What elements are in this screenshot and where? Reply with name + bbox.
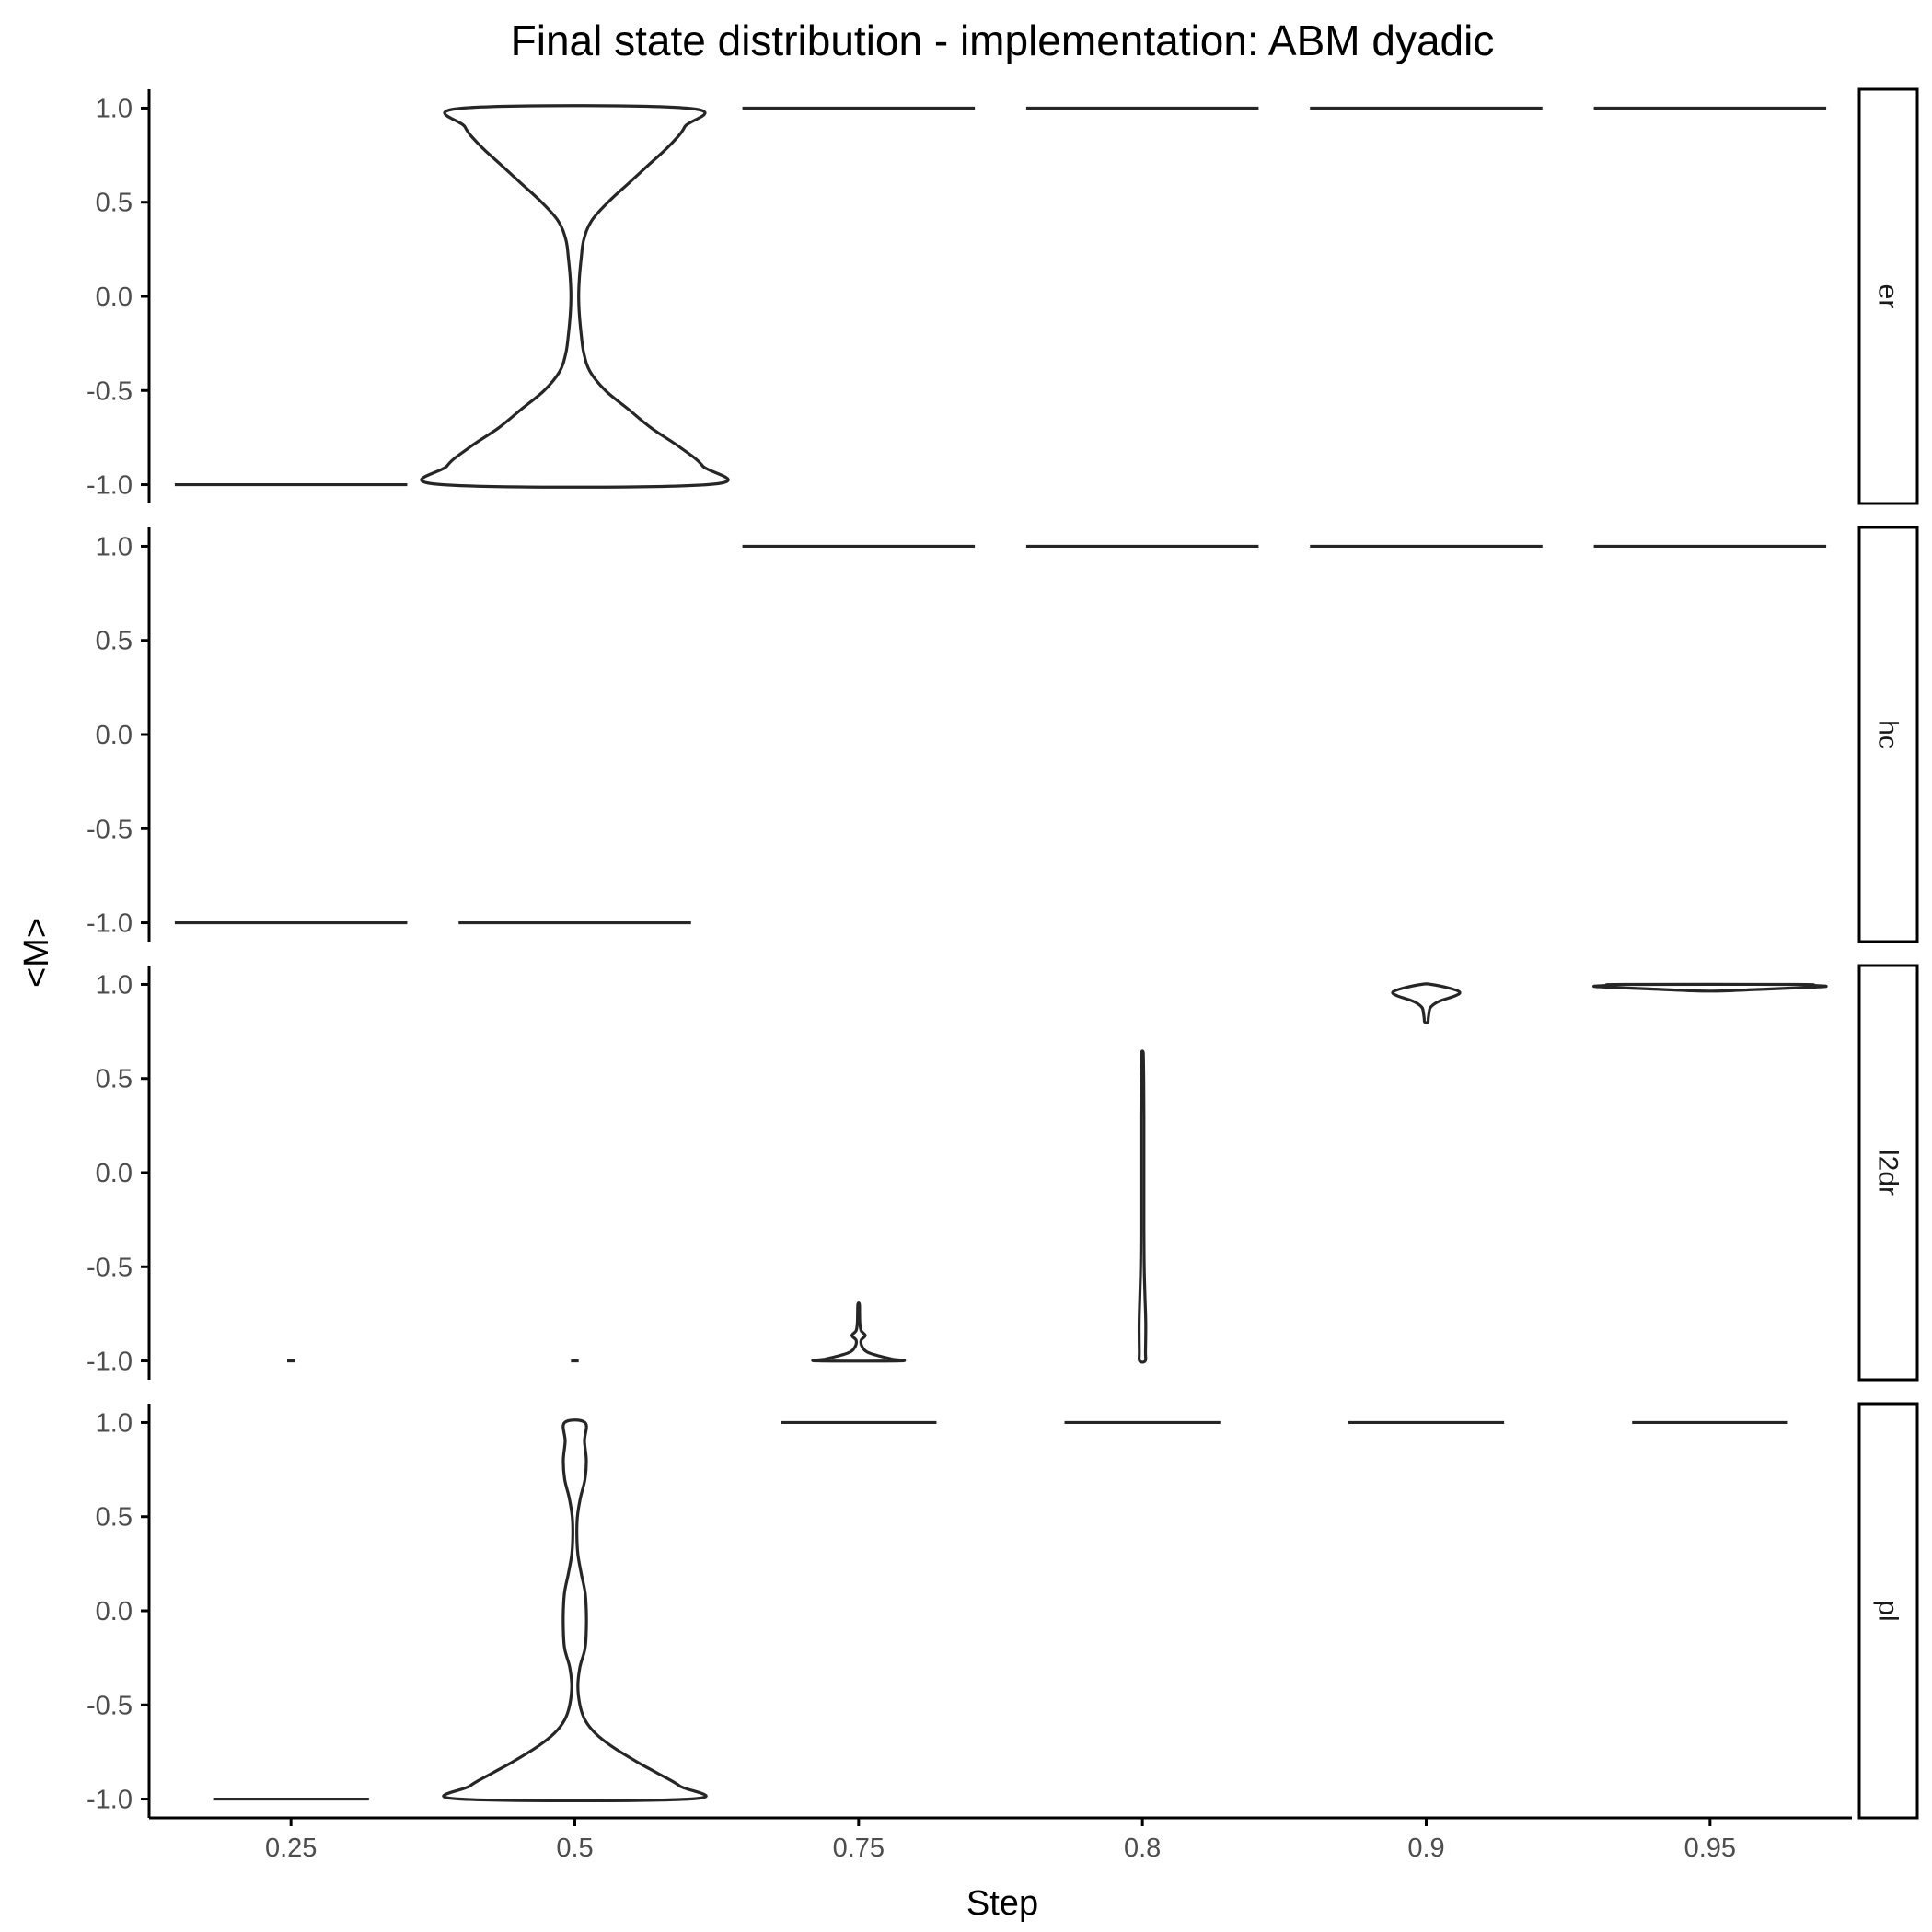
chart-title: Final state distribution - implementatio… bbox=[511, 17, 1495, 64]
y-tick-label: 0.5 bbox=[96, 627, 133, 656]
y-tick-label: 1.0 bbox=[96, 94, 133, 123]
y-tick-label: 0.5 bbox=[96, 189, 133, 218]
violin-l2dr-0.95 bbox=[1592, 982, 1828, 993]
violin-er-0.5 bbox=[420, 104, 730, 489]
facet-panels: 1.00.50.0-0.5-1.0er1.00.50.0-0.5-1.0hc1.… bbox=[87, 87, 1919, 1820]
x-tick-label: 0.5 bbox=[556, 1834, 593, 1863]
violin-l2dr-0.9 bbox=[1391, 982, 1462, 1024]
facet-label: er bbox=[1873, 284, 1903, 309]
facet-strip-l2dr bbox=[1857, 964, 1919, 1382]
x-tick-label: 0.75 bbox=[833, 1834, 885, 1863]
violin-l2dr-0.75 bbox=[811, 1301, 907, 1363]
y-tick-label: 0.0 bbox=[96, 721, 133, 750]
x-axis-title: Step bbox=[966, 1884, 1038, 1923]
x-axis: 0.25 0.5 0.75 0.8 0.9 0.95 bbox=[149, 1816, 1852, 1863]
y-tick-label: -0.5 bbox=[87, 1253, 133, 1282]
facet-strip-er bbox=[1857, 87, 1919, 505]
y-axis-title: <M> bbox=[17, 918, 56, 988]
panel-l2dr: 1.0 0.5 0.0 -0.5 -1.0 l2dr bbox=[87, 964, 1919, 1382]
x-tick-label: 0.25 bbox=[265, 1834, 317, 1863]
panel-hc: 1.0 0.5 0.0 -0.5 -1.0 hc bbox=[87, 526, 1919, 943]
facet-label: hc bbox=[1873, 720, 1903, 749]
facet-label: pl bbox=[1873, 1600, 1903, 1621]
y-tick-label: 0.0 bbox=[96, 1159, 133, 1188]
y-tick-label: 1.0 bbox=[96, 1408, 133, 1438]
y-tick-label: 0.0 bbox=[96, 283, 133, 312]
facet-label: l2dr bbox=[1873, 1150, 1903, 1196]
facet-strip-pl bbox=[1857, 1402, 1919, 1820]
violin-pl-0.5 bbox=[442, 1418, 708, 1803]
y-tick-label: -1.0 bbox=[87, 1348, 133, 1377]
y-tick-label: 1.0 bbox=[96, 532, 133, 561]
y-tick-label: -1.0 bbox=[87, 471, 133, 501]
y-tick-label: -0.5 bbox=[87, 376, 133, 406]
y-tick-label: -1.0 bbox=[87, 909, 133, 939]
y-tick-label: -0.5 bbox=[87, 815, 133, 844]
y-tick-label: 0.5 bbox=[96, 1065, 133, 1094]
facet-strip-hc bbox=[1857, 526, 1919, 943]
x-tick-label: 0.9 bbox=[1407, 1834, 1444, 1863]
panel-er: 1.0 0.5 0.0 -0.5 -1.0 er bbox=[87, 87, 1919, 505]
x-tick-label: 0.8 bbox=[1124, 1834, 1161, 1863]
y-tick-label: 1.0 bbox=[96, 970, 133, 1000]
y-tick-label: 0.5 bbox=[96, 1503, 133, 1533]
panel-pl: 1.0 0.5 0.0 -0.5 -1.0 pl bbox=[87, 1402, 1919, 1820]
violin-l2dr-0.8 bbox=[1137, 1049, 1148, 1364]
y-tick-label: -1.0 bbox=[87, 1786, 133, 1815]
y-tick-label: 0.0 bbox=[96, 1597, 133, 1626]
y-tick-label: -0.5 bbox=[87, 1691, 133, 1720]
x-tick-label: 0.95 bbox=[1684, 1834, 1736, 1863]
